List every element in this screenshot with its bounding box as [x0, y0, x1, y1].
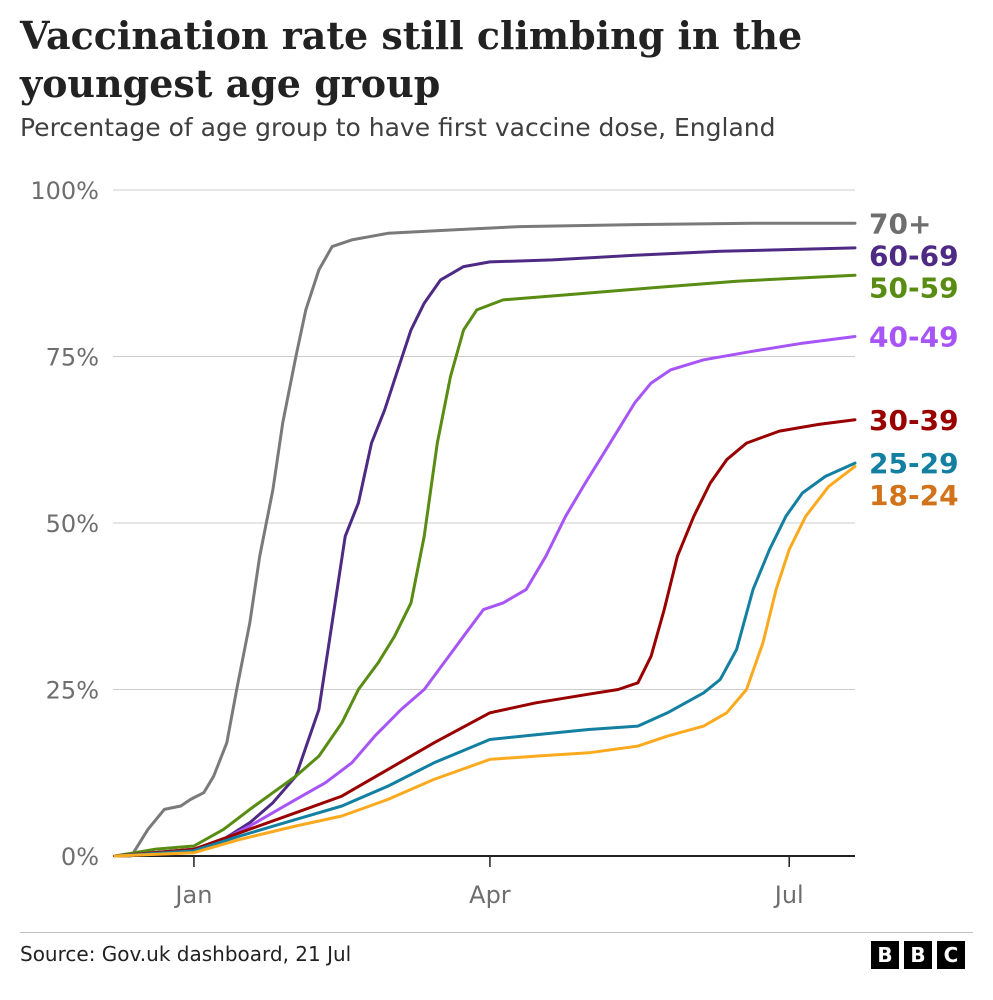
- y-axis-ticks: 0% 25% 50% 75% 100%: [30, 177, 99, 871]
- series-line-50-59: [113, 273, 857, 858]
- y-tick-label: 0%: [61, 843, 99, 871]
- series-line-40-49: [113, 335, 857, 858]
- x-tick-label: Jan: [173, 881, 212, 909]
- bbc-logo: B B C: [871, 941, 965, 969]
- series-label-60-69: 60-69: [869, 239, 959, 272]
- chart-subtitle: Percentage of age group to have first va…: [20, 113, 776, 142]
- series-label-70+: 70+: [869, 207, 931, 240]
- series-lines: [113, 221, 857, 858]
- series-label-50-59: 50-59: [869, 271, 959, 304]
- y-tick-label: 75%: [46, 344, 99, 372]
- bbc-logo-letter: B: [871, 941, 899, 969]
- footer-divider: [20, 932, 973, 933]
- series-line-25-29: [113, 461, 857, 858]
- source-note: Source: Gov.uk dashboard, 21 Jul: [20, 942, 352, 966]
- x-tick-label: Jul: [773, 881, 804, 909]
- bbc-logo-letter: C: [937, 941, 965, 969]
- series-line-70+: [113, 221, 857, 858]
- x-axis: Jan Apr Jul: [113, 855, 855, 909]
- x-tick-label: Apr: [469, 881, 511, 909]
- y-tick-label: 50%: [46, 510, 99, 538]
- gridlines: [113, 189, 855, 690]
- series-label-30-39: 30-39: [869, 404, 959, 437]
- chart-title: Vaccination rate still climbing in the y…: [20, 13, 803, 106]
- series-line-60-69: [113, 246, 857, 858]
- series-label-18-24: 18-24: [869, 479, 959, 512]
- series-line-30-39: [113, 418, 857, 858]
- bbc-logo-letter: B: [904, 941, 932, 969]
- y-tick-label: 25%: [46, 677, 99, 705]
- series-label-25-29: 25-29: [869, 447, 959, 480]
- y-tick-label: 100%: [30, 177, 99, 205]
- series-line-18-24: [113, 464, 857, 858]
- series-label-40-49: 40-49: [869, 321, 959, 354]
